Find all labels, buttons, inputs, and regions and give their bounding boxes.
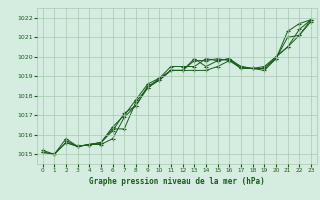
X-axis label: Graphe pression niveau de la mer (hPa): Graphe pression niveau de la mer (hPa) [89, 177, 265, 186]
